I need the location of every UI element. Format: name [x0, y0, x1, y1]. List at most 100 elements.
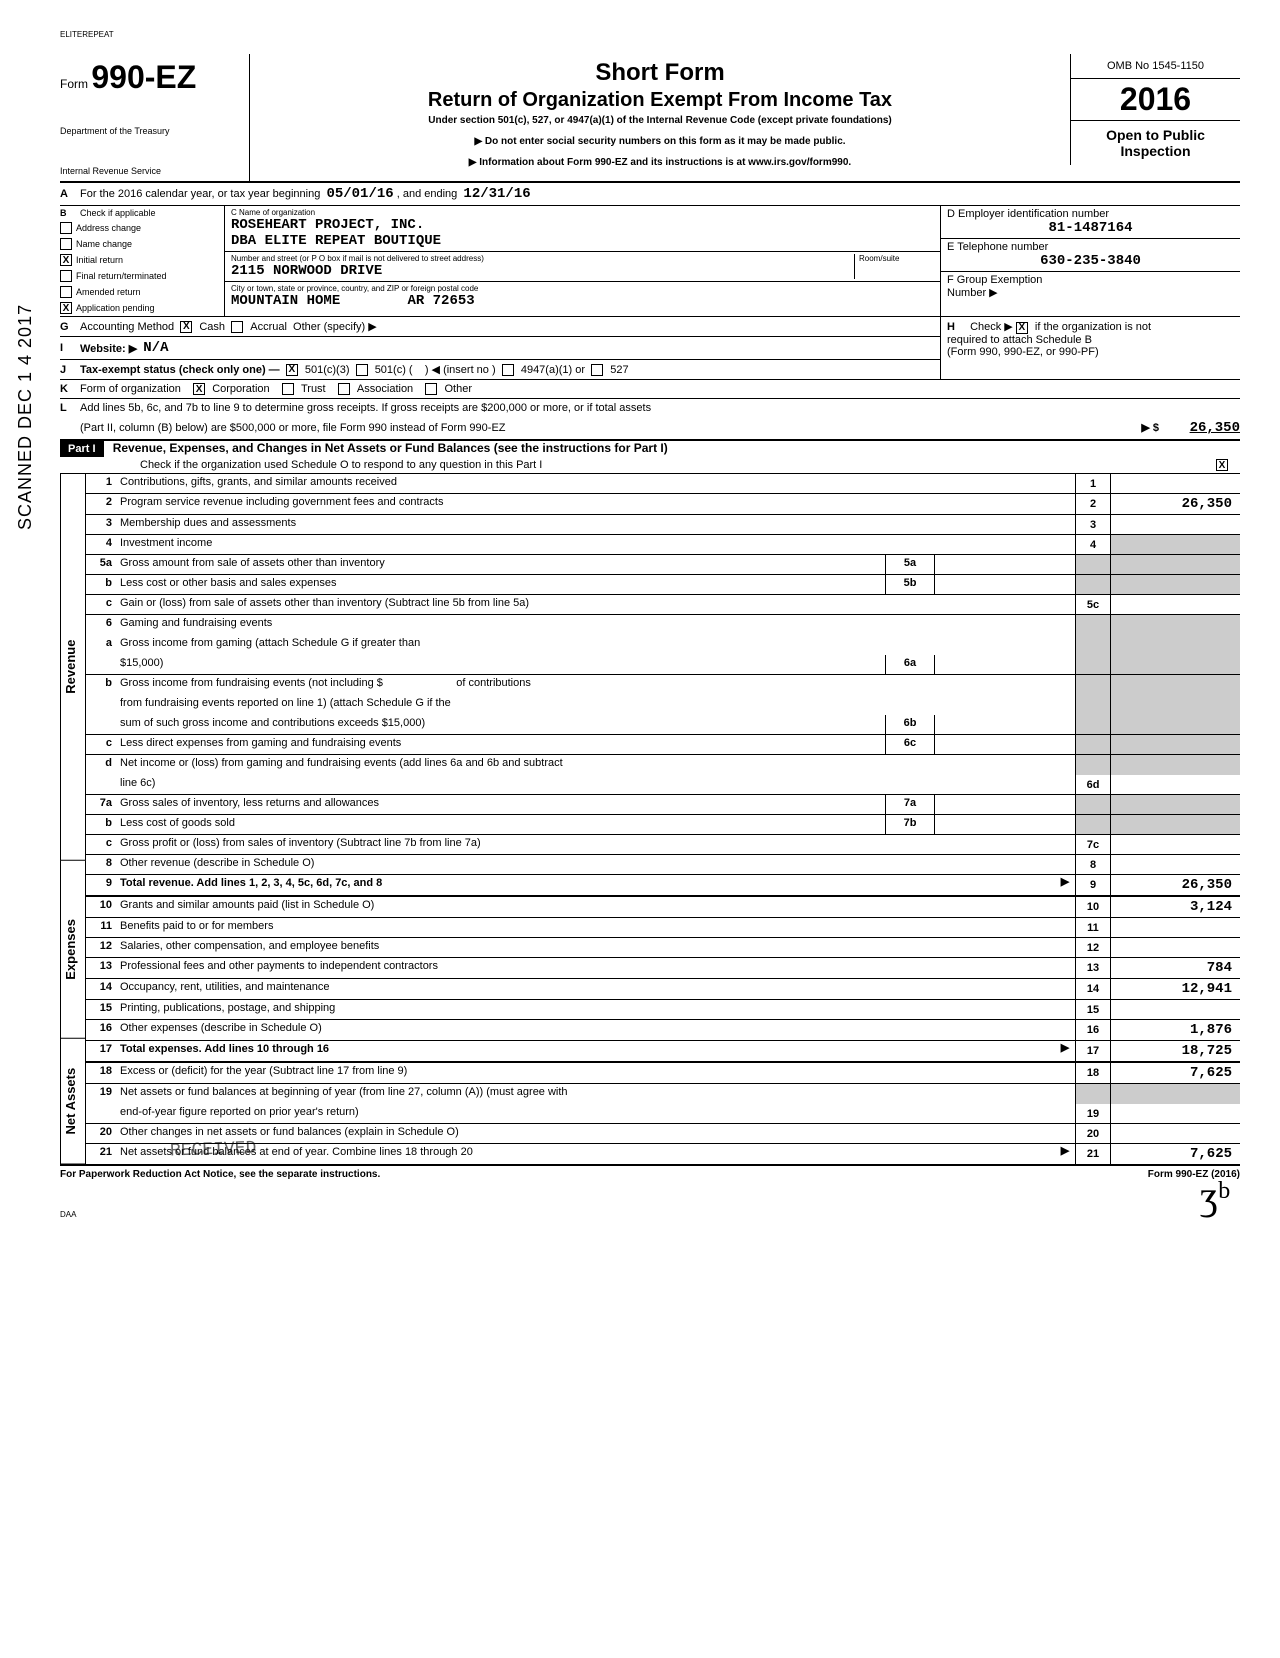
- d-label: D Employer identification number: [947, 208, 1234, 220]
- l12-num: 12: [86, 938, 116, 957]
- chk-527[interactable]: [591, 364, 603, 376]
- omb-number: OMB No 1545-1150: [1071, 54, 1240, 79]
- l5b-num: b: [86, 575, 116, 594]
- l6a-desc-1: Gross income from gaming (attach Schedul…: [116, 635, 1075, 655]
- chk-501c3[interactable]: X: [286, 364, 298, 376]
- l5c-desc: Gain or (loss) from sale of assets other…: [116, 595, 1075, 614]
- chk-assoc[interactable]: [338, 383, 350, 395]
- l9-arrow: ▶: [1055, 875, 1075, 895]
- l17-desc: Total expenses. Add lines 10 through 16: [116, 1041, 1055, 1061]
- form-header: Form 990-EZ Department of the Treasury I…: [60, 54, 1240, 183]
- return-title: Return of Organization Exempt From Incom…: [260, 89, 1060, 112]
- l15-rnum: 15: [1075, 1000, 1110, 1019]
- l9-rnum: 9: [1075, 875, 1110, 895]
- l19-desc-1: Net assets or fund balances at beginning…: [116, 1084, 1075, 1104]
- label-a: A: [60, 188, 80, 200]
- phone: 630-235-3840: [947, 253, 1234, 269]
- l8-desc: Other revenue (describe in Schedule O): [116, 855, 1075, 874]
- l6c-sub: 6c: [885, 735, 935, 754]
- open-public-2: Inspection: [1077, 143, 1234, 159]
- l9-desc: Total revenue. Add lines 1, 2, 3, 4, 5c,…: [116, 875, 1055, 895]
- footer: For Paperwork Reduction Act Notice, see …: [60, 1164, 1240, 1180]
- line-a-text: For the 2016 calendar year, or tax year …: [80, 188, 320, 200]
- h-text-1: Check ▶: [970, 321, 1013, 333]
- chk-corp[interactable]: X: [193, 383, 205, 395]
- l6-desc: Gaming and fundraising events: [116, 615, 1075, 635]
- l5c-val: [1110, 595, 1240, 614]
- l16-rnum: 16: [1075, 1020, 1110, 1040]
- l15-val: [1110, 1000, 1240, 1019]
- l6-num: 6: [86, 615, 116, 635]
- chk-h[interactable]: X: [1016, 322, 1028, 334]
- e-label: E Telephone number: [947, 241, 1234, 253]
- l15-num: 15: [86, 1000, 116, 1019]
- line-l-1: L Add lines 5b, 6c, and 7b to line 9 to …: [60, 399, 1240, 417]
- org-name-row: C Name of organization ROSEHEART PROJECT…: [225, 206, 940, 252]
- instr-2: ▶ Information about Form 990-EZ and its …: [260, 157, 1060, 168]
- chk-4947[interactable]: [502, 364, 514, 376]
- part-1-title: Revenue, Expenses, and Changes in Net As…: [113, 441, 668, 455]
- table-body: 1Contributions, gifts, grants, and simil…: [86, 474, 1240, 1164]
- l2-rnum: 2: [1075, 494, 1110, 514]
- l3-val: [1110, 515, 1240, 534]
- tax-exempt-label: Tax-exempt status (check only one) —: [80, 364, 280, 376]
- l3-desc: Membership dues and assessments: [116, 515, 1075, 534]
- l7b-desc: Less cost of goods sold: [116, 815, 885, 834]
- city-label: City or town, state or province, country…: [231, 284, 934, 293]
- l6a-desc-2: $15,000): [116, 655, 885, 674]
- line-a-mid: , and ending: [397, 188, 458, 200]
- chk-schedule-o[interactable]: X: [1216, 459, 1228, 471]
- l5a-val-shade: [1110, 555, 1240, 574]
- line-l-text-2: (Part II, column (B) below) are $500,000…: [60, 422, 506, 434]
- chk-accrual[interactable]: [231, 321, 243, 333]
- subtitle: Under section 501(c), 527, or 4947(a)(1)…: [260, 115, 1060, 126]
- l7c-rnum: 7c: [1075, 835, 1110, 854]
- l16-val: 1,876: [1110, 1020, 1240, 1040]
- l13-num: 13: [86, 958, 116, 978]
- chk-app-pending[interactable]: X: [60, 302, 72, 314]
- room-label: Room/suite: [859, 254, 934, 263]
- l11-num: 11: [86, 918, 116, 937]
- short-form-title: Short Form: [260, 59, 1060, 87]
- l8-num: 8: [86, 855, 116, 874]
- chk-trust[interactable]: [282, 383, 294, 395]
- l5a-desc: Gross amount from sale of assets other t…: [116, 555, 885, 574]
- part-1-header: Part I Revenue, Expenses, and Changes in…: [60, 439, 1240, 474]
- l11-rnum: 11: [1075, 918, 1110, 937]
- ein: 81-1487164: [947, 220, 1234, 236]
- l6b-sub: 6b: [885, 715, 935, 734]
- h-text-2: if the organization is not: [1035, 321, 1151, 333]
- l13-val: 784: [1110, 958, 1240, 978]
- l5c-rnum: 5c: [1075, 595, 1110, 614]
- chk-address-change[interactable]: [60, 222, 72, 234]
- l13-desc: Professional fees and other payments to …: [116, 958, 1075, 978]
- form-right: OMB No 1545-1150 2016 Open to Public Ins…: [1070, 54, 1240, 165]
- chk-name-change[interactable]: [60, 238, 72, 250]
- l12-desc: Salaries, other compensation, and employ…: [116, 938, 1075, 957]
- l6d-rnum: 6d: [1075, 775, 1110, 794]
- l12-val: [1110, 938, 1240, 957]
- chk-cash[interactable]: X: [180, 321, 192, 333]
- l14-num: 14: [86, 979, 116, 999]
- chk-amended[interactable]: [60, 286, 72, 298]
- l6b-desc-3: sum of such gross income and contributio…: [116, 715, 885, 734]
- l6b-num: b: [86, 675, 116, 695]
- chk-final-return[interactable]: [60, 270, 72, 282]
- l19-val: [1110, 1104, 1240, 1123]
- l7a-desc: Gross sales of inventory, less returns a…: [116, 795, 885, 814]
- l12-rnum: 12: [1075, 938, 1110, 957]
- l7c-desc: Gross profit or (loss) from sales of inv…: [116, 835, 1075, 854]
- l5a-shade: [1075, 555, 1110, 574]
- tax-year: 2016: [1071, 79, 1240, 121]
- l9-val: 26,350: [1110, 875, 1240, 895]
- l11-desc: Benefits paid to or for members: [116, 918, 1075, 937]
- l5b-desc: Less cost or other basis and sales expen…: [116, 575, 885, 594]
- chk-initial-return[interactable]: X: [60, 254, 72, 266]
- footer-left: For Paperwork Reduction Act Notice, see …: [60, 1169, 380, 1180]
- city-state-zip: MOUNTAIN HOME AR 72653: [231, 293, 934, 309]
- app-pending-label: Application pending: [76, 303, 155, 313]
- part-1-label: Part I: [60, 441, 104, 457]
- chk-501c[interactable]: [356, 364, 368, 376]
- chk-other-org[interactable]: [425, 383, 437, 395]
- l7c-val: [1110, 835, 1240, 854]
